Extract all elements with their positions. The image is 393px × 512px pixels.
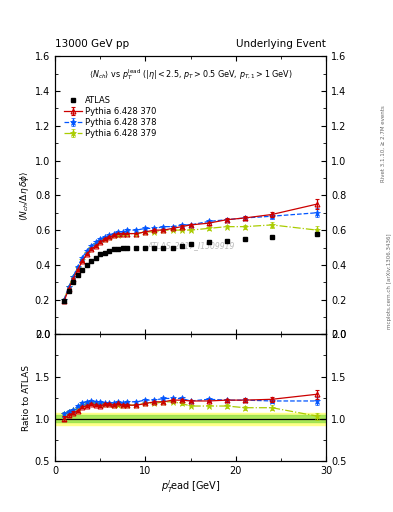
X-axis label: $p_T^l\!$ead [GeV]: $p_T^l\!$ead [GeV] <box>161 478 220 495</box>
ATLAS <box>143 244 148 250</box>
ATLAS <box>66 288 71 294</box>
ATLAS <box>112 246 116 252</box>
ATLAS <box>134 244 139 250</box>
ATLAS <box>75 272 80 279</box>
Legend: ATLAS, Pythia 6.428 370, Pythia 6.428 378, Pythia 6.428 379: ATLAS, Pythia 6.428 370, Pythia 6.428 37… <box>62 94 158 139</box>
ATLAS <box>80 267 84 273</box>
ATLAS <box>170 244 175 250</box>
ATLAS <box>315 230 320 237</box>
ATLAS <box>125 244 130 250</box>
ATLAS <box>152 244 157 250</box>
Text: Rivet 3.1.10, ≥ 2.7M events: Rivet 3.1.10, ≥ 2.7M events <box>381 105 386 182</box>
ATLAS <box>116 246 121 252</box>
Bar <box>55 415 326 422</box>
ATLAS <box>71 279 75 285</box>
Text: ATLAS_2017_I1509919: ATLAS_2017_I1509919 <box>147 241 234 250</box>
ATLAS <box>62 298 66 305</box>
Bar <box>55 413 326 424</box>
Y-axis label: Ratio to ATLAS: Ratio to ATLAS <box>22 365 31 431</box>
ATLAS <box>242 236 247 242</box>
Text: mcplots.cern.ch [arXiv:1306.3436]: mcplots.cern.ch [arXiv:1306.3436] <box>387 234 391 329</box>
ATLAS <box>107 248 112 254</box>
ATLAS <box>188 241 193 247</box>
ATLAS <box>89 259 94 265</box>
Text: 13000 GeV pp: 13000 GeV pp <box>55 38 129 49</box>
ATLAS <box>120 244 125 250</box>
ATLAS <box>161 244 166 250</box>
ATLAS <box>179 243 184 249</box>
Text: Underlying Event: Underlying Event <box>236 38 326 49</box>
ATLAS <box>94 255 98 261</box>
Line: ATLAS: ATLAS <box>62 231 320 304</box>
ATLAS <box>206 239 211 245</box>
ATLAS <box>84 262 89 268</box>
ATLAS <box>98 251 103 258</box>
Y-axis label: $\langle N_{ch} / \Delta\eta\,\delta\phi \rangle$: $\langle N_{ch} / \Delta\eta\,\delta\phi… <box>18 170 31 221</box>
ATLAS <box>102 250 107 256</box>
Text: $\langle N_{ch}\rangle$ vs $p_T^{\rm lead}$ ($|\eta| < 2.5$, $p_T > 0.5$ GeV, $p: $\langle N_{ch}\rangle$ vs $p_T^{\rm lea… <box>89 68 292 82</box>
ATLAS <box>224 238 229 244</box>
ATLAS <box>270 234 274 240</box>
